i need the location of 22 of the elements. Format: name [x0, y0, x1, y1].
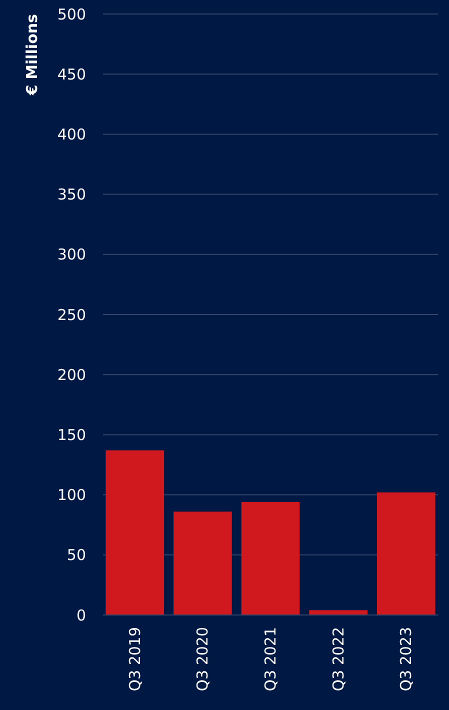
y-tick-label: 200: [57, 366, 86, 384]
y-tick-label: 150: [57, 426, 86, 444]
bar: [241, 502, 300, 615]
x-tick-label: Q3 2019: [126, 627, 144, 692]
y-axis-title: € Millions: [23, 14, 41, 96]
bar: [174, 512, 232, 615]
y-tick-label: 400: [57, 125, 86, 144]
bar: [376, 492, 436, 615]
x-tick-label: Q3 2022: [329, 627, 348, 692]
y-tick-label: 300: [57, 246, 86, 264]
x-tick-label: Q3 2023: [397, 627, 416, 692]
y-tick-label: 0: [76, 606, 86, 624]
bar: [309, 610, 368, 615]
y-tick-label: 50: [66, 546, 86, 564]
y-tick-label: 100: [57, 486, 86, 504]
bar: [106, 450, 164, 615]
y-tick-label: 450: [57, 65, 86, 84]
x-tick-label: Q3 2020: [194, 627, 212, 692]
y-tick-label: 250: [57, 306, 86, 324]
y-tick-label: 500: [57, 5, 86, 24]
y-tick-label: 350: [57, 186, 86, 204]
x-tick-label: Q3 2021: [262, 627, 280, 692]
